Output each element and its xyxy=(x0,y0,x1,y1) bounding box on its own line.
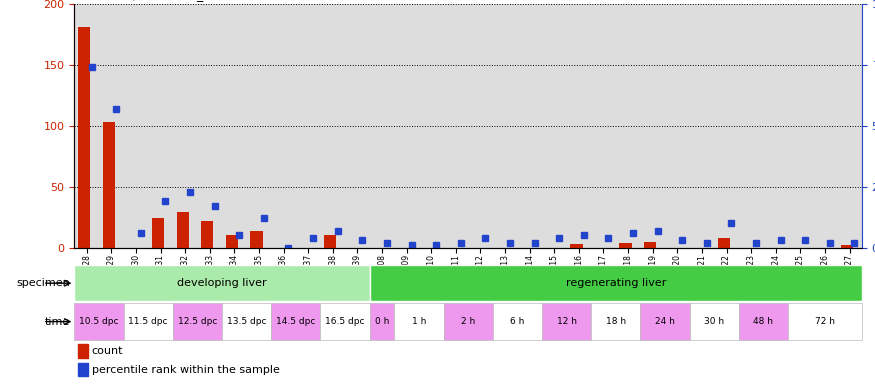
Bar xyxy=(78,27,90,248)
Bar xyxy=(79,363,88,376)
Bar xyxy=(320,4,345,248)
Text: 13.5 dpc: 13.5 dpc xyxy=(227,317,266,326)
Bar xyxy=(370,303,395,340)
Bar xyxy=(74,303,123,340)
Bar xyxy=(640,303,690,340)
Text: 12.5 dpc: 12.5 dpc xyxy=(178,317,217,326)
Bar xyxy=(177,212,189,248)
Bar xyxy=(99,4,123,248)
Bar xyxy=(173,4,198,248)
Bar xyxy=(345,4,370,248)
Text: 0 h: 0 h xyxy=(374,317,389,326)
Text: 1 h: 1 h xyxy=(412,317,426,326)
Bar xyxy=(123,303,173,340)
Text: specimen: specimen xyxy=(17,278,70,288)
Text: 6 h: 6 h xyxy=(510,317,524,326)
Bar xyxy=(395,303,444,340)
Bar xyxy=(201,221,214,248)
Bar xyxy=(370,265,862,301)
Text: GDS2577 / 1427257_at: GDS2577 / 1427257_at xyxy=(70,0,216,1)
Text: 11.5 dpc: 11.5 dpc xyxy=(129,317,168,326)
Bar xyxy=(198,4,222,248)
Bar xyxy=(570,244,583,248)
Bar xyxy=(102,122,115,248)
Bar xyxy=(324,235,337,248)
Bar xyxy=(79,344,88,358)
Bar xyxy=(226,235,238,248)
Bar xyxy=(718,238,731,248)
Bar xyxy=(148,4,173,248)
Text: 18 h: 18 h xyxy=(606,317,626,326)
Text: count: count xyxy=(92,346,123,356)
Bar xyxy=(620,243,632,248)
Bar xyxy=(320,303,370,340)
Bar xyxy=(763,4,788,248)
Text: 16.5 dpc: 16.5 dpc xyxy=(326,317,365,326)
Bar xyxy=(542,303,592,340)
Text: 14.5 dpc: 14.5 dpc xyxy=(276,317,316,326)
Text: 30 h: 30 h xyxy=(704,317,724,326)
Bar xyxy=(123,4,148,248)
Bar xyxy=(616,4,640,248)
Bar xyxy=(813,4,837,248)
Bar xyxy=(493,303,542,340)
Bar xyxy=(247,4,271,248)
Bar xyxy=(738,4,763,248)
Bar xyxy=(296,4,320,248)
Bar xyxy=(837,4,862,248)
Bar xyxy=(665,4,690,248)
Text: 12 h: 12 h xyxy=(556,317,577,326)
Bar xyxy=(690,4,714,248)
Bar xyxy=(788,303,862,340)
Bar xyxy=(690,303,738,340)
Bar xyxy=(468,4,493,248)
Bar xyxy=(714,4,738,248)
Bar xyxy=(788,4,813,248)
Bar xyxy=(542,4,567,248)
Bar xyxy=(493,4,517,248)
Bar xyxy=(517,4,542,248)
Text: 10.5 dpc: 10.5 dpc xyxy=(80,317,119,326)
Bar xyxy=(222,303,271,340)
Bar xyxy=(74,265,370,301)
Bar xyxy=(640,4,665,248)
Bar xyxy=(222,4,247,248)
Bar xyxy=(444,4,468,248)
Bar xyxy=(74,4,99,248)
Bar xyxy=(841,245,853,248)
Bar xyxy=(173,303,222,340)
Bar xyxy=(567,4,592,248)
Text: time: time xyxy=(45,316,70,327)
Bar xyxy=(592,303,640,340)
Text: 48 h: 48 h xyxy=(753,317,774,326)
Bar xyxy=(444,303,493,340)
Bar xyxy=(419,4,444,248)
Text: 2 h: 2 h xyxy=(461,317,475,326)
Bar xyxy=(738,303,788,340)
Bar xyxy=(592,4,616,248)
Text: regenerating liver: regenerating liver xyxy=(565,278,666,288)
Bar xyxy=(152,218,164,248)
Text: percentile rank within the sample: percentile rank within the sample xyxy=(92,365,280,375)
Bar xyxy=(370,4,395,248)
Text: developing liver: developing liver xyxy=(178,278,267,288)
Bar xyxy=(271,4,296,248)
Text: 24 h: 24 h xyxy=(655,317,675,326)
Bar xyxy=(250,231,262,248)
Bar xyxy=(644,242,656,248)
Text: 72 h: 72 h xyxy=(815,317,835,326)
Bar xyxy=(395,4,419,248)
Bar xyxy=(271,303,320,340)
